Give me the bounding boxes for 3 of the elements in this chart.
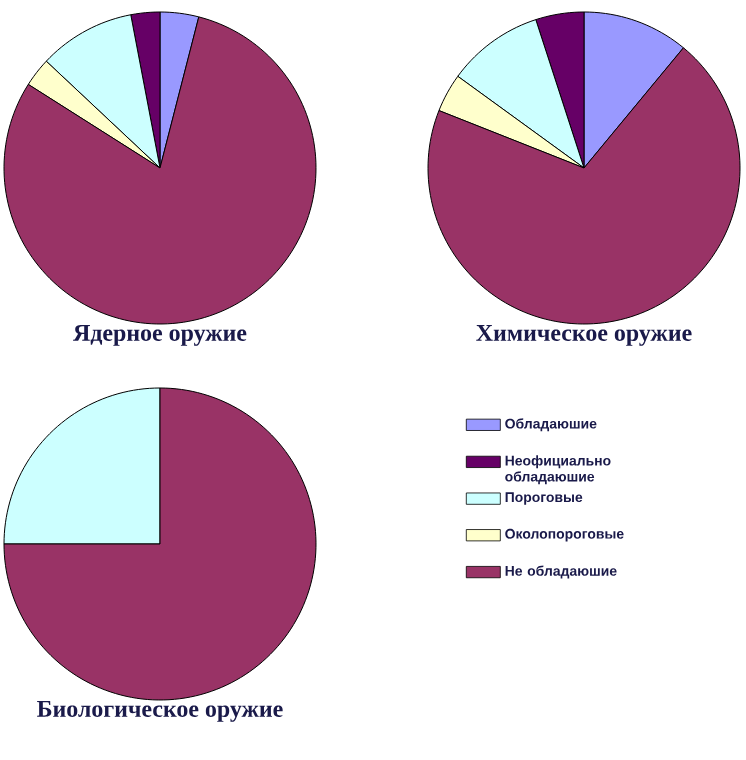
text: Биологическое оружие xyxy=(37,701,283,722)
text: Химическое оружие xyxy=(476,325,692,346)
text: Ядерное оружие xyxy=(73,325,247,346)
